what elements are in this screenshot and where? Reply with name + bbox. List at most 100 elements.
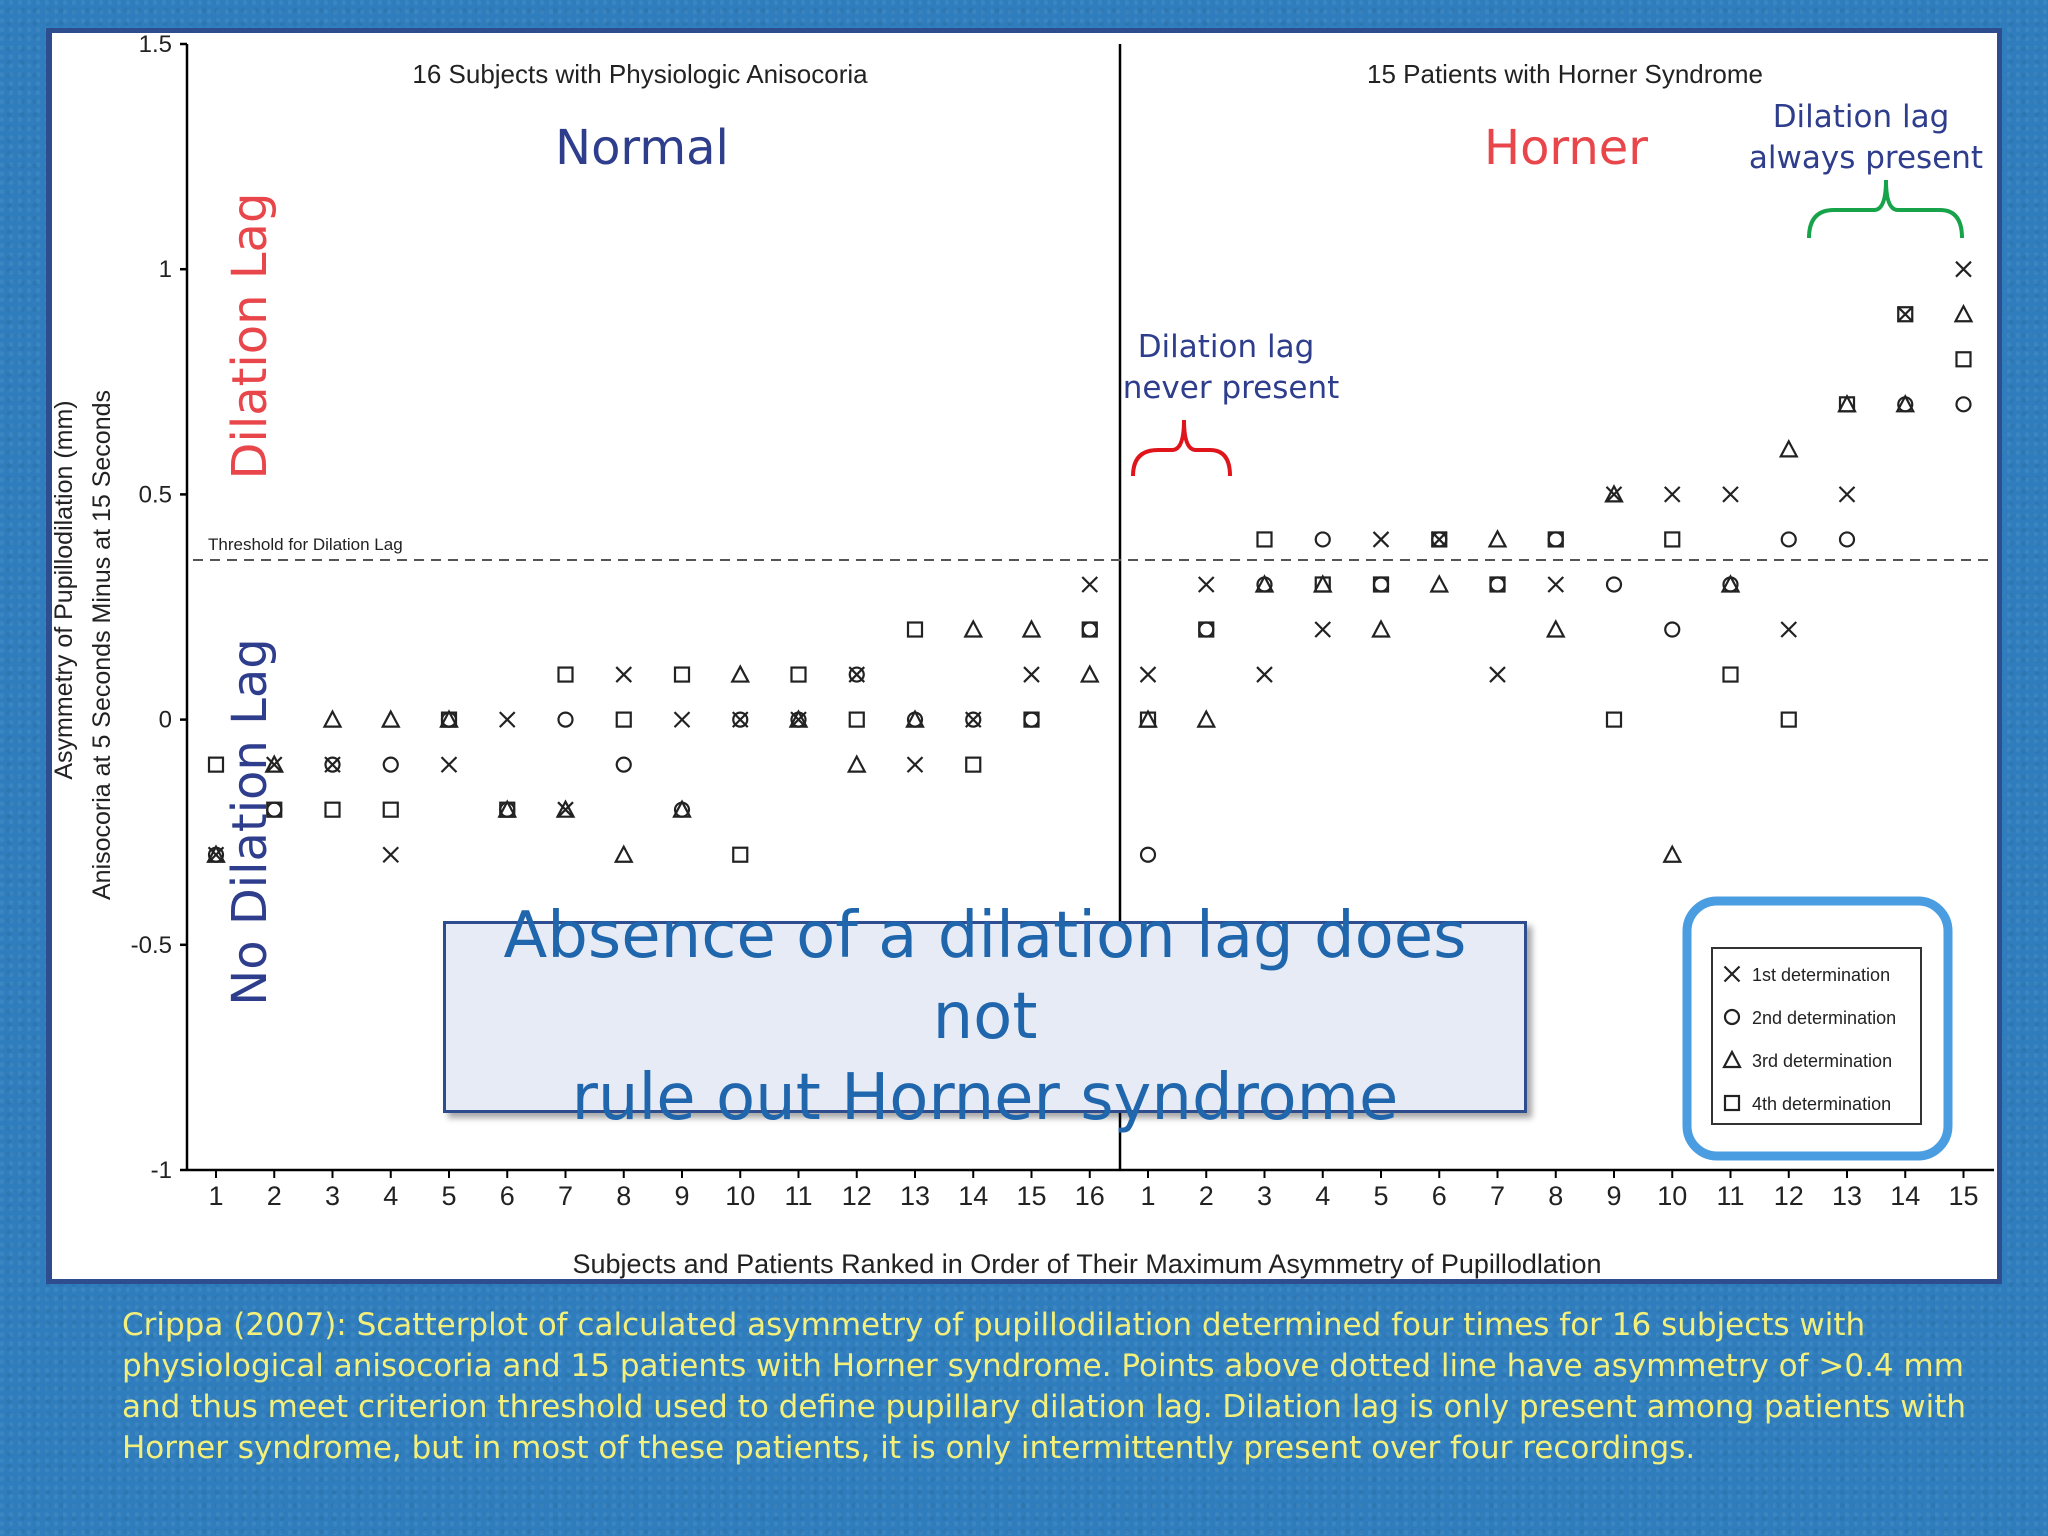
data-point-o: [848, 666, 865, 683]
data-point-x: [498, 711, 516, 728]
conclusion-callout: Absence of a dilation lag does not rule …: [443, 899, 1527, 1135]
legend-marker-o: [1723, 1008, 1741, 1026]
data-point-square: [906, 621, 924, 638]
data-point-square: [1838, 396, 1856, 413]
x-tick-label: 13: [1832, 1181, 1862, 1211]
data-point-square: [1664, 531, 1681, 548]
x-tick-label: 11: [1716, 1181, 1744, 1211]
x-tick-label: 5: [441, 1181, 456, 1211]
y-tick-label: 1.5: [139, 31, 172, 58]
x-tick-label: 4: [383, 1181, 398, 1211]
x-tick-label: 9: [1606, 1181, 1621, 1211]
x-tick-label: 2: [1199, 1181, 1214, 1211]
data-point-triangle: [1662, 844, 1683, 863]
tag-normal: Normal: [555, 120, 729, 176]
always-present-brace: [1807, 179, 1964, 239]
data-point-square: [266, 801, 283, 818]
x-tick-label: 12: [1774, 1181, 1804, 1211]
data-point-square: [1722, 666, 1739, 683]
x-tick-label: 15: [1948, 1181, 1978, 1211]
data-point-triangle: [1196, 709, 1217, 728]
dilation-lag-label: Dilation Lag: [222, 193, 278, 480]
data-point-triangle: [1079, 664, 1100, 683]
data-point-square: [1198, 621, 1215, 638]
data-point-triangle: [1487, 529, 1508, 548]
data-point-x: [1838, 486, 1856, 503]
data-point-square: [965, 756, 982, 773]
data-point-triangle: [555, 799, 576, 818]
data-point-o: [1139, 846, 1157, 863]
y-tick-label: 0: [159, 707, 172, 734]
x-tick-label: 10: [725, 1181, 755, 1211]
data-point-o: [1664, 621, 1681, 638]
no-dilation-lag-label: No Dilation Lag: [222, 638, 278, 1005]
y-tick-label: -1: [151, 1157, 172, 1184]
data-point-o: [324, 756, 341, 773]
data-point-triangle: [613, 844, 634, 863]
data-point-triangle: [1953, 303, 1974, 323]
data-point-square: [324, 801, 341, 818]
data-point-square: [790, 666, 807, 683]
conclusion-line1: Absence of a dilation lag does not: [503, 898, 1467, 1054]
data-point-triangle: [846, 754, 867, 773]
x-tick-label: 10: [1657, 1181, 1687, 1211]
data-point-square: [1023, 711, 1040, 728]
data-point-x: [1780, 621, 1798, 638]
data-point-x: [1256, 666, 1273, 683]
data-point-square: [673, 666, 691, 683]
data-point-x: [1197, 576, 1215, 593]
x-tick-label: 1: [1140, 1181, 1155, 1211]
data-point-square: [382, 801, 399, 818]
legend-entry: 2nd determination: [1752, 1008, 1896, 1028]
data-point-x: [1605, 486, 1623, 503]
data-point-triangle: [672, 799, 692, 818]
x-tick-label: 11: [784, 1181, 812, 1211]
data-point-square: [848, 711, 865, 728]
data-point-square: [1489, 576, 1506, 593]
data-point-x: [1955, 260, 1972, 278]
group-title-normal: 16 Subjects with Physiologic Anisocoria: [412, 59, 868, 89]
data-point-x: [1139, 666, 1157, 683]
data-point-o: [1605, 576, 1623, 593]
data-point-x: [1489, 666, 1506, 683]
data-point-triangle: [322, 709, 343, 728]
data-point-square: [440, 711, 458, 728]
data-point-triangle: [1371, 619, 1391, 638]
data-point-triangle: [730, 664, 751, 683]
x-tick-label: 6: [1432, 1181, 1447, 1211]
x-tick-label: 8: [616, 1181, 631, 1211]
data-point-square: [1139, 711, 1157, 728]
x-tick-label: 8: [1548, 1181, 1563, 1211]
never-present-line1: Dilation lag: [1138, 329, 1315, 365]
data-point-square: [1431, 531, 1448, 548]
legend-highlight: [1682, 896, 1953, 1161]
data-point-x: [1081, 576, 1099, 593]
always-present-line1: Dilation lag: [1773, 99, 1950, 135]
data-point-square: [207, 756, 225, 773]
data-point-triangle: [206, 844, 226, 863]
data-point-square: [1897, 306, 1914, 323]
data-point-x: [1023, 666, 1040, 683]
tag-horner: Horner: [1484, 120, 1648, 176]
legend-marker-triangle: [1722, 1049, 1742, 1069]
data-point-x: [1314, 621, 1332, 638]
data-point-x: [1372, 531, 1390, 548]
data-point-square: [1955, 351, 1972, 368]
data-point-x: [673, 711, 691, 728]
x-tick-label: 9: [674, 1181, 689, 1211]
data-point-square: [1605, 711, 1623, 728]
data-point-o: [615, 756, 632, 773]
data-point-triangle: [1895, 393, 1916, 413]
never-present-line2: never present: [1123, 370, 1340, 406]
data-point-triangle: [963, 619, 984, 638]
data-point-triangle: [1545, 619, 1566, 638]
data-point-x: [557, 801, 574, 818]
data-point-triangle: [1021, 619, 1042, 638]
x-tick-label: 2: [267, 1181, 282, 1211]
data-point-square: [1780, 711, 1797, 728]
y-axis-label-line1: Asymmetry of Pupillodilation (mm): [50, 400, 78, 779]
data-point-triangle: [788, 709, 809, 728]
data-point-x: [1663, 486, 1681, 503]
never-present-brace: [1131, 419, 1232, 477]
